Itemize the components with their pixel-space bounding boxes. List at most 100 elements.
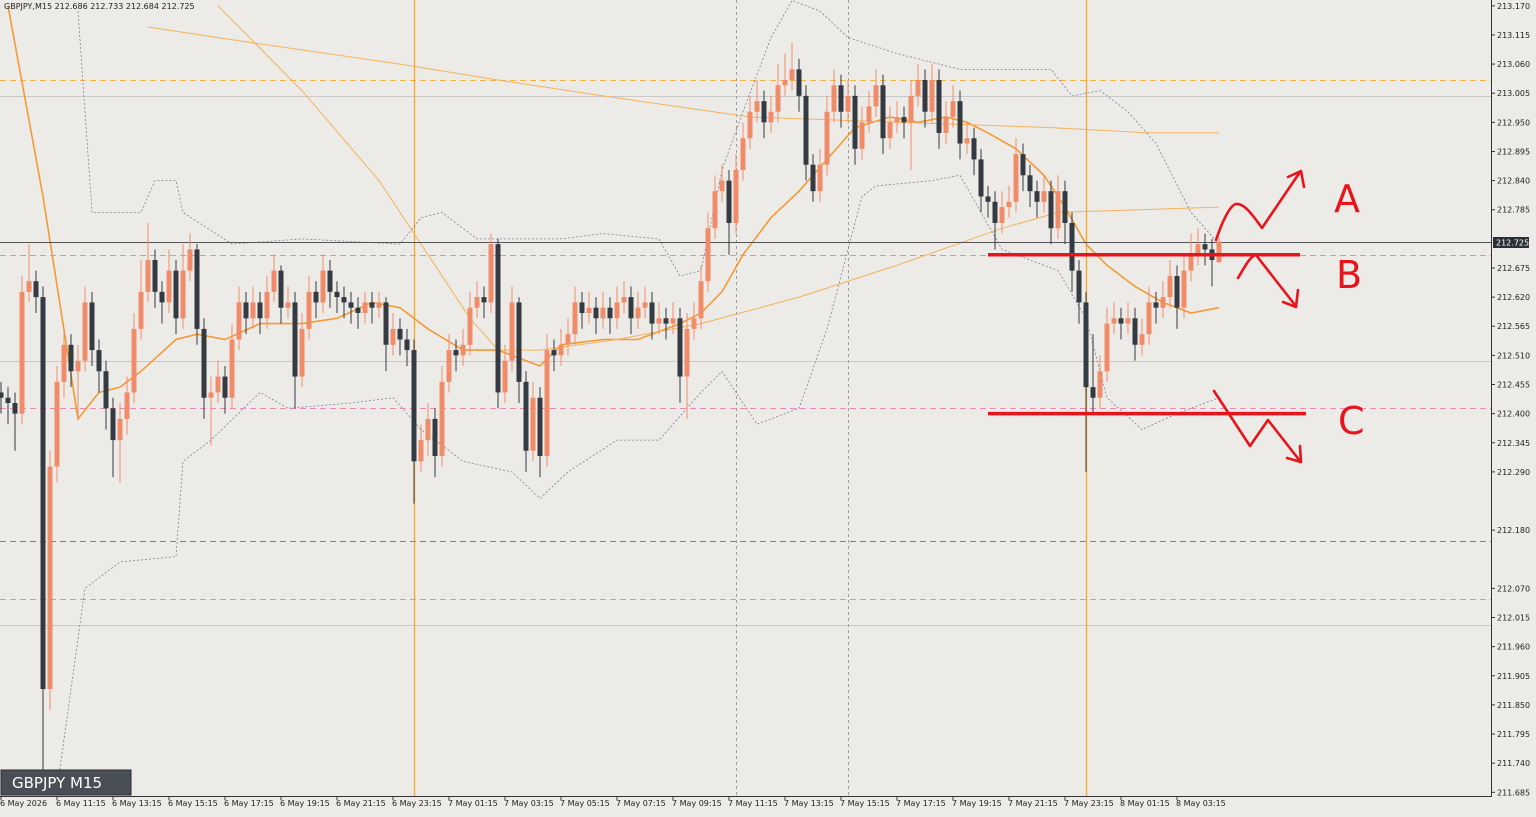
candle-body <box>257 302 263 319</box>
candle-body <box>348 302 354 308</box>
candle-body <box>782 79 788 86</box>
x-tick-label: 7 May 03:15 <box>504 799 554 808</box>
candle-body <box>845 95 851 112</box>
candle-body <box>740 138 746 171</box>
arrow-a <box>1214 169 1306 242</box>
y-tick-label: 212.950 <box>1497 118 1530 127</box>
candle-body <box>362 302 368 313</box>
x-tick-label: 7 May 15:15 <box>840 799 890 808</box>
candle-body <box>1195 244 1201 255</box>
y-tick-label: 213.170 <box>1497 2 1530 11</box>
annotation-label: B <box>1336 253 1362 297</box>
candle-body <box>75 360 81 372</box>
x-tick-label: 6 May 2026 <box>0 799 47 808</box>
candle-body <box>1041 191 1047 202</box>
candle-body <box>565 334 571 345</box>
bollinger-band <box>56 174 1220 790</box>
ohlc-high: 212.733 <box>90 2 123 11</box>
candle-body <box>1076 270 1082 303</box>
candle-body <box>418 440 424 462</box>
candle-body <box>145 260 151 292</box>
candle-body <box>1020 154 1026 176</box>
y-tick-label: 211.740 <box>1497 759 1530 768</box>
candle-body <box>103 371 109 409</box>
candle-body <box>649 302 655 324</box>
candle-body <box>229 339 235 398</box>
ohlc-low: 212.684 <box>126 2 159 11</box>
x-tick-label: 7 May 23:15 <box>1064 799 1114 808</box>
candle-body <box>873 85 879 107</box>
candle-body <box>460 344 466 356</box>
candle-body <box>887 122 893 139</box>
candle-body <box>943 117 949 133</box>
candle-body <box>796 69 802 96</box>
candle-body <box>215 376 221 393</box>
candle-body <box>1090 387 1096 398</box>
y-tick-label: 211.850 <box>1497 701 1530 710</box>
x-tick-label: 7 May 11:15 <box>728 799 778 808</box>
candle-body <box>838 85 844 112</box>
candle-body <box>481 297 487 303</box>
x-tick-label: 6 May 23:15 <box>392 799 442 808</box>
candle-body <box>1027 175 1033 192</box>
candle-body <box>607 307 613 319</box>
candle-body <box>180 270 186 319</box>
moving-average <box>217 5 1220 351</box>
candle-body <box>0 392 4 398</box>
candle-body <box>754 101 760 112</box>
candle-body <box>621 297 627 303</box>
candle-body <box>985 196 991 202</box>
candle-body <box>5 397 11 404</box>
candle-body <box>719 180 725 192</box>
candle-body <box>376 302 382 308</box>
candle-body <box>453 350 459 356</box>
candle-body <box>789 69 795 80</box>
candle-body <box>544 350 550 456</box>
candle-body <box>908 95 914 123</box>
candle-body <box>922 79 928 112</box>
x-tick-label: 8 May 03:15 <box>1176 799 1226 808</box>
candle-body <box>579 302 585 313</box>
y-tick-label: 212.510 <box>1497 351 1530 360</box>
x-tick-label: 6 May 17:15 <box>224 799 274 808</box>
candle-body <box>397 328 403 340</box>
symbol: GBPJPY,M15 <box>4 2 52 11</box>
candle-body <box>894 117 900 123</box>
y-tick-label: 212.015 <box>1497 614 1530 623</box>
candle-body <box>110 408 116 441</box>
ohlc-open: 212.686 <box>55 2 88 11</box>
candle-body <box>523 381 529 451</box>
candle-body <box>313 291 319 303</box>
candle-body <box>68 344 74 372</box>
y-tick-label: 212.400 <box>1497 410 1530 419</box>
candle-body <box>89 302 95 351</box>
candle-body <box>852 95 858 149</box>
candle-body <box>432 418 438 456</box>
candle-body <box>551 350 557 356</box>
candle-body <box>1146 302 1152 335</box>
y-tick-label: 212.785 <box>1497 206 1530 215</box>
candle-body <box>957 101 963 144</box>
candle-body <box>747 111 753 139</box>
candle-body <box>1006 201 1012 208</box>
candle-body <box>26 281 32 292</box>
candle-body <box>467 307 473 345</box>
candle-body <box>306 291 312 329</box>
candle-body <box>915 79 921 96</box>
candle-body <box>803 95 809 165</box>
candle-body <box>656 318 662 324</box>
candle-body <box>537 397 543 456</box>
candle-body <box>950 101 956 118</box>
candle-body <box>817 164 823 192</box>
x-tick-label: 6 May 11:15 <box>56 799 106 808</box>
candle-body <box>684 328 690 377</box>
x-tick-label: 7 May 21:15 <box>1008 799 1058 808</box>
candle-body <box>334 291 340 298</box>
x-tick-label: 7 May 07:15 <box>616 799 666 808</box>
candle-body <box>292 302 298 377</box>
moving-average <box>147 26 1219 134</box>
x-tick-label: 7 May 13:15 <box>784 799 834 808</box>
candle-body <box>173 270 179 319</box>
candle-body <box>1160 297 1166 308</box>
candle-body <box>40 297 46 690</box>
